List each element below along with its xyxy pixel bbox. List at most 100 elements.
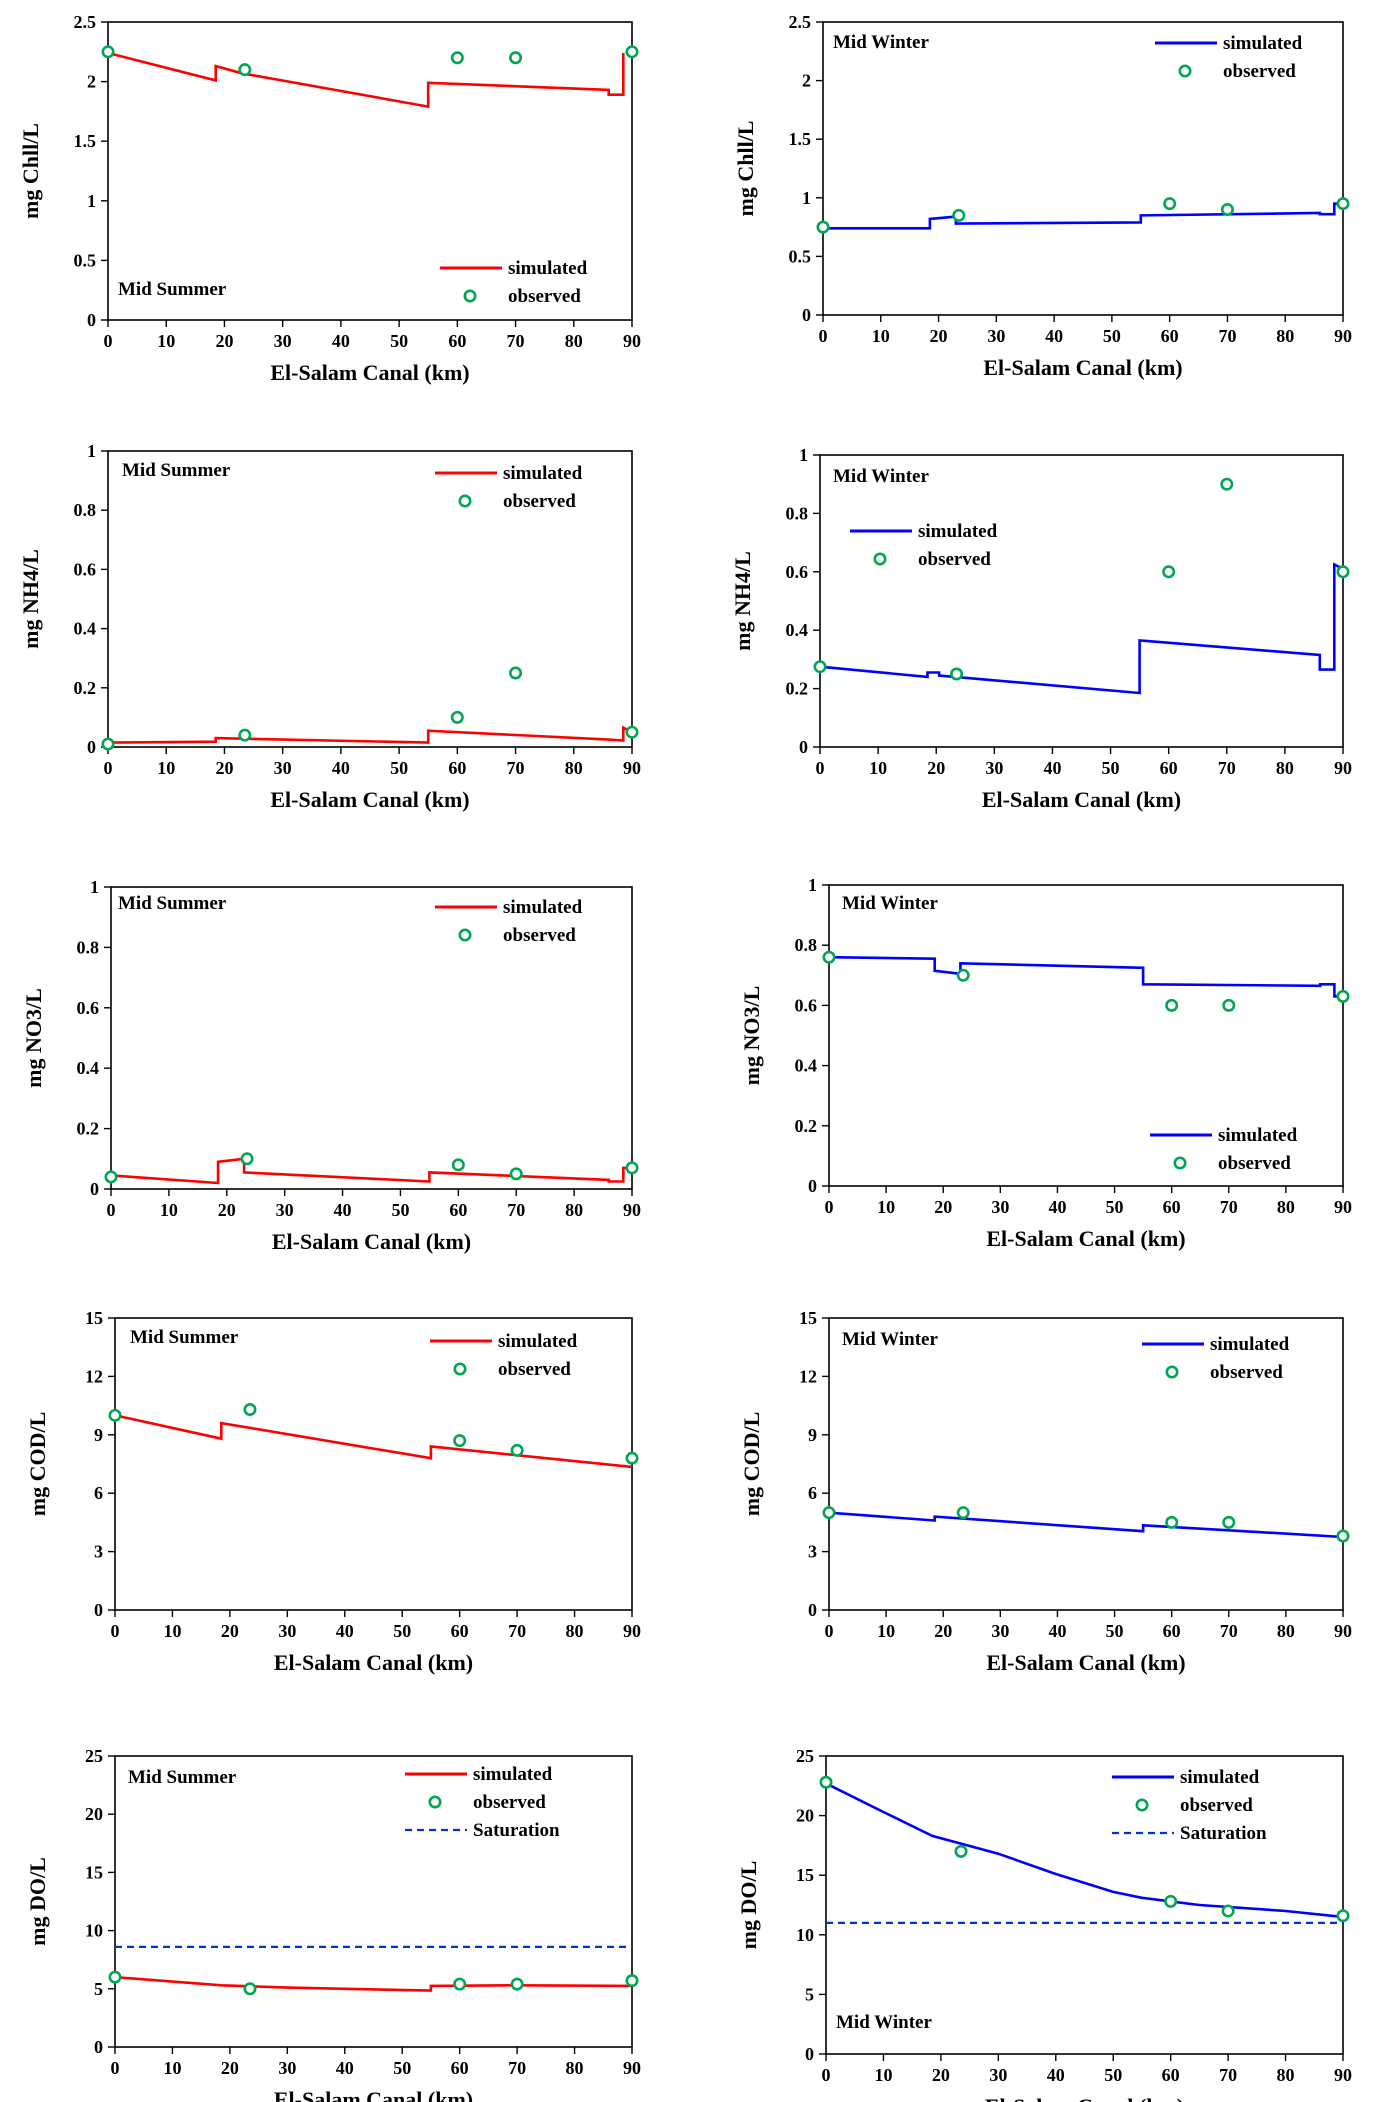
series-observed-point	[101, 45, 115, 59]
series-observed-point	[104, 1170, 118, 1184]
y-tick-label: 0.4	[74, 619, 97, 639]
x-tick-label: 70	[507, 331, 525, 351]
series-observed-point	[243, 1402, 257, 1416]
legend: simulated observed Saturation	[405, 1764, 560, 1841]
series-simulated-line	[114, 1975, 633, 1992]
x-tick-label: 20	[215, 758, 233, 778]
x-tick-label: 30	[276, 1200, 294, 1220]
y-tick-label: 5	[805, 1984, 814, 2004]
series-observed-point	[819, 1775, 833, 1789]
legend-label-simulated: simulated	[1210, 1334, 1290, 1355]
x-tick-label: 30	[987, 326, 1005, 346]
y-tick-label: 0	[87, 737, 96, 757]
x-tick-label: 60	[448, 331, 466, 351]
chart-1: 0 10 20 30 40 50 60 70 80 90 0 0.5 1 1.5 2 2.5 El-Salam …	[18, 12, 641, 385]
series-observed-point	[509, 666, 523, 680]
series-observed-point	[956, 1506, 970, 1520]
x-tick-label: 70	[1220, 1621, 1238, 1641]
series-observed-point	[243, 1982, 257, 1996]
x-tick-label: 40	[332, 331, 350, 351]
legend: simulated observed	[435, 463, 583, 512]
legend-symbol-observed	[1135, 1798, 1149, 1812]
series-observed-point	[450, 51, 464, 65]
chart-3: 0 10 20 30 40 50 60 70 80 90 0 0.2 0.4 0.6 0.8 1 El-Sala…	[18, 441, 641, 812]
y-tick-label: 0.2	[786, 679, 809, 699]
season-annotation: Mid Summer	[130, 1327, 239, 1348]
series-observed-point	[1336, 197, 1350, 211]
y-tick-label: 0	[94, 1600, 103, 1620]
legend-label-simulated: simulated	[498, 1331, 578, 1352]
y-tick-label: 0.8	[786, 503, 809, 523]
series-observed-point	[509, 1167, 523, 1181]
series-simulated-line	[110, 1157, 632, 1185]
series-observed-point	[950, 667, 964, 681]
series-observed-point	[625, 45, 639, 59]
y-axis-label: mg Chll/L	[18, 123, 43, 219]
x-tick-label: 0	[104, 758, 113, 778]
y-tick-label: 0	[802, 305, 811, 325]
series-observed-point	[510, 1443, 524, 1457]
y-tick-label: 0.4	[795, 1056, 818, 1076]
y-axis-label: mg NH4/L	[730, 551, 755, 651]
y-tick-label: 0.2	[74, 678, 97, 698]
x-tick-label: 70	[507, 758, 525, 778]
y-tick-label: 6	[94, 1483, 103, 1503]
series-observed-point	[450, 710, 464, 724]
y-tick-label: 0.4	[77, 1058, 100, 1078]
legend-label-observed: observed	[503, 925, 576, 946]
x-axis-label: El-Salam Canal (km)	[274, 1650, 473, 1675]
x-tick-label: 50	[1102, 758, 1120, 778]
x-tick-label: 70	[507, 1200, 525, 1220]
x-tick-label: 50	[390, 758, 408, 778]
series-observed-point	[1165, 1515, 1179, 1529]
season-annotation: Mid Summer	[128, 1767, 237, 1788]
plot-frame	[107, 450, 633, 748]
x-axis-label: El-Salam Canal (km)	[270, 360, 469, 385]
season-annotation: Mid Winter	[833, 466, 929, 487]
x-tick-label: 30	[991, 1621, 1009, 1641]
x-tick-label: 10	[157, 331, 175, 351]
x-axis-label: El-Salam Canal (km)	[986, 1226, 1185, 1251]
x-tick-label: 70	[1220, 1197, 1238, 1217]
season-annotation: Mid Summer	[118, 893, 227, 914]
series-observed-point	[1222, 1515, 1236, 1529]
series-observed-point	[1165, 998, 1179, 1012]
chart-9: 0 10 20 30 40 50 60 70 80 90 0 5 10 15 20 25 El-Salam Ca…	[25, 1746, 641, 2102]
plot-frame	[110, 886, 633, 1190]
y-tick-label: 2	[87, 72, 96, 92]
series-observed-point	[822, 950, 836, 964]
x-tick-label: 20	[215, 331, 233, 351]
x-tick-label: 90	[623, 2058, 641, 2078]
x-tick-label: 60	[1163, 1197, 1181, 1217]
legend-symbol-observed	[1173, 1156, 1187, 1170]
x-tick-label: 40	[332, 758, 350, 778]
x-tick-label: 70	[508, 2058, 526, 2078]
legend-label-observed: observed	[1223, 61, 1296, 82]
chart-4: 0 10 20 30 40 50 60 70 80 90 0 0.2 0.4 0.6 0.8 1 El-Sala…	[730, 445, 1352, 812]
x-tick-label: 20	[934, 1197, 952, 1217]
legend: simulated observed Saturation	[1112, 1767, 1267, 1844]
x-tick-label: 40	[1047, 2065, 1065, 2085]
y-tick-label: 0	[94, 2037, 103, 2057]
series-observed-point	[816, 220, 830, 234]
legend-label-observed: observed	[1180, 1795, 1253, 1816]
x-tick-label: 70	[1218, 758, 1236, 778]
season-annotation: Mid Winter	[836, 2012, 932, 2033]
series-observed-point	[1164, 1894, 1178, 1908]
x-tick-label: 90	[1334, 1621, 1352, 1641]
legend-label-simulated: simulated	[473, 1764, 553, 1785]
series-observed-point	[952, 208, 966, 222]
y-tick-label: 0	[87, 310, 96, 330]
y-tick-label: 0.8	[795, 935, 818, 955]
x-tick-label: 90	[623, 331, 641, 351]
x-tick-label: 20	[927, 758, 945, 778]
x-tick-label: 10	[872, 326, 890, 346]
series-simulated-line	[819, 562, 1344, 695]
x-tick-label: 30	[274, 331, 292, 351]
legend-symbol-observed	[1178, 64, 1192, 78]
y-tick-label: 15	[85, 1862, 103, 1882]
series-simulated-line	[114, 1414, 633, 1469]
series-observed-point	[813, 660, 827, 674]
x-axis-label: El-Salam Canal (km)	[985, 2094, 1184, 2102]
series-observed-point	[956, 968, 970, 982]
